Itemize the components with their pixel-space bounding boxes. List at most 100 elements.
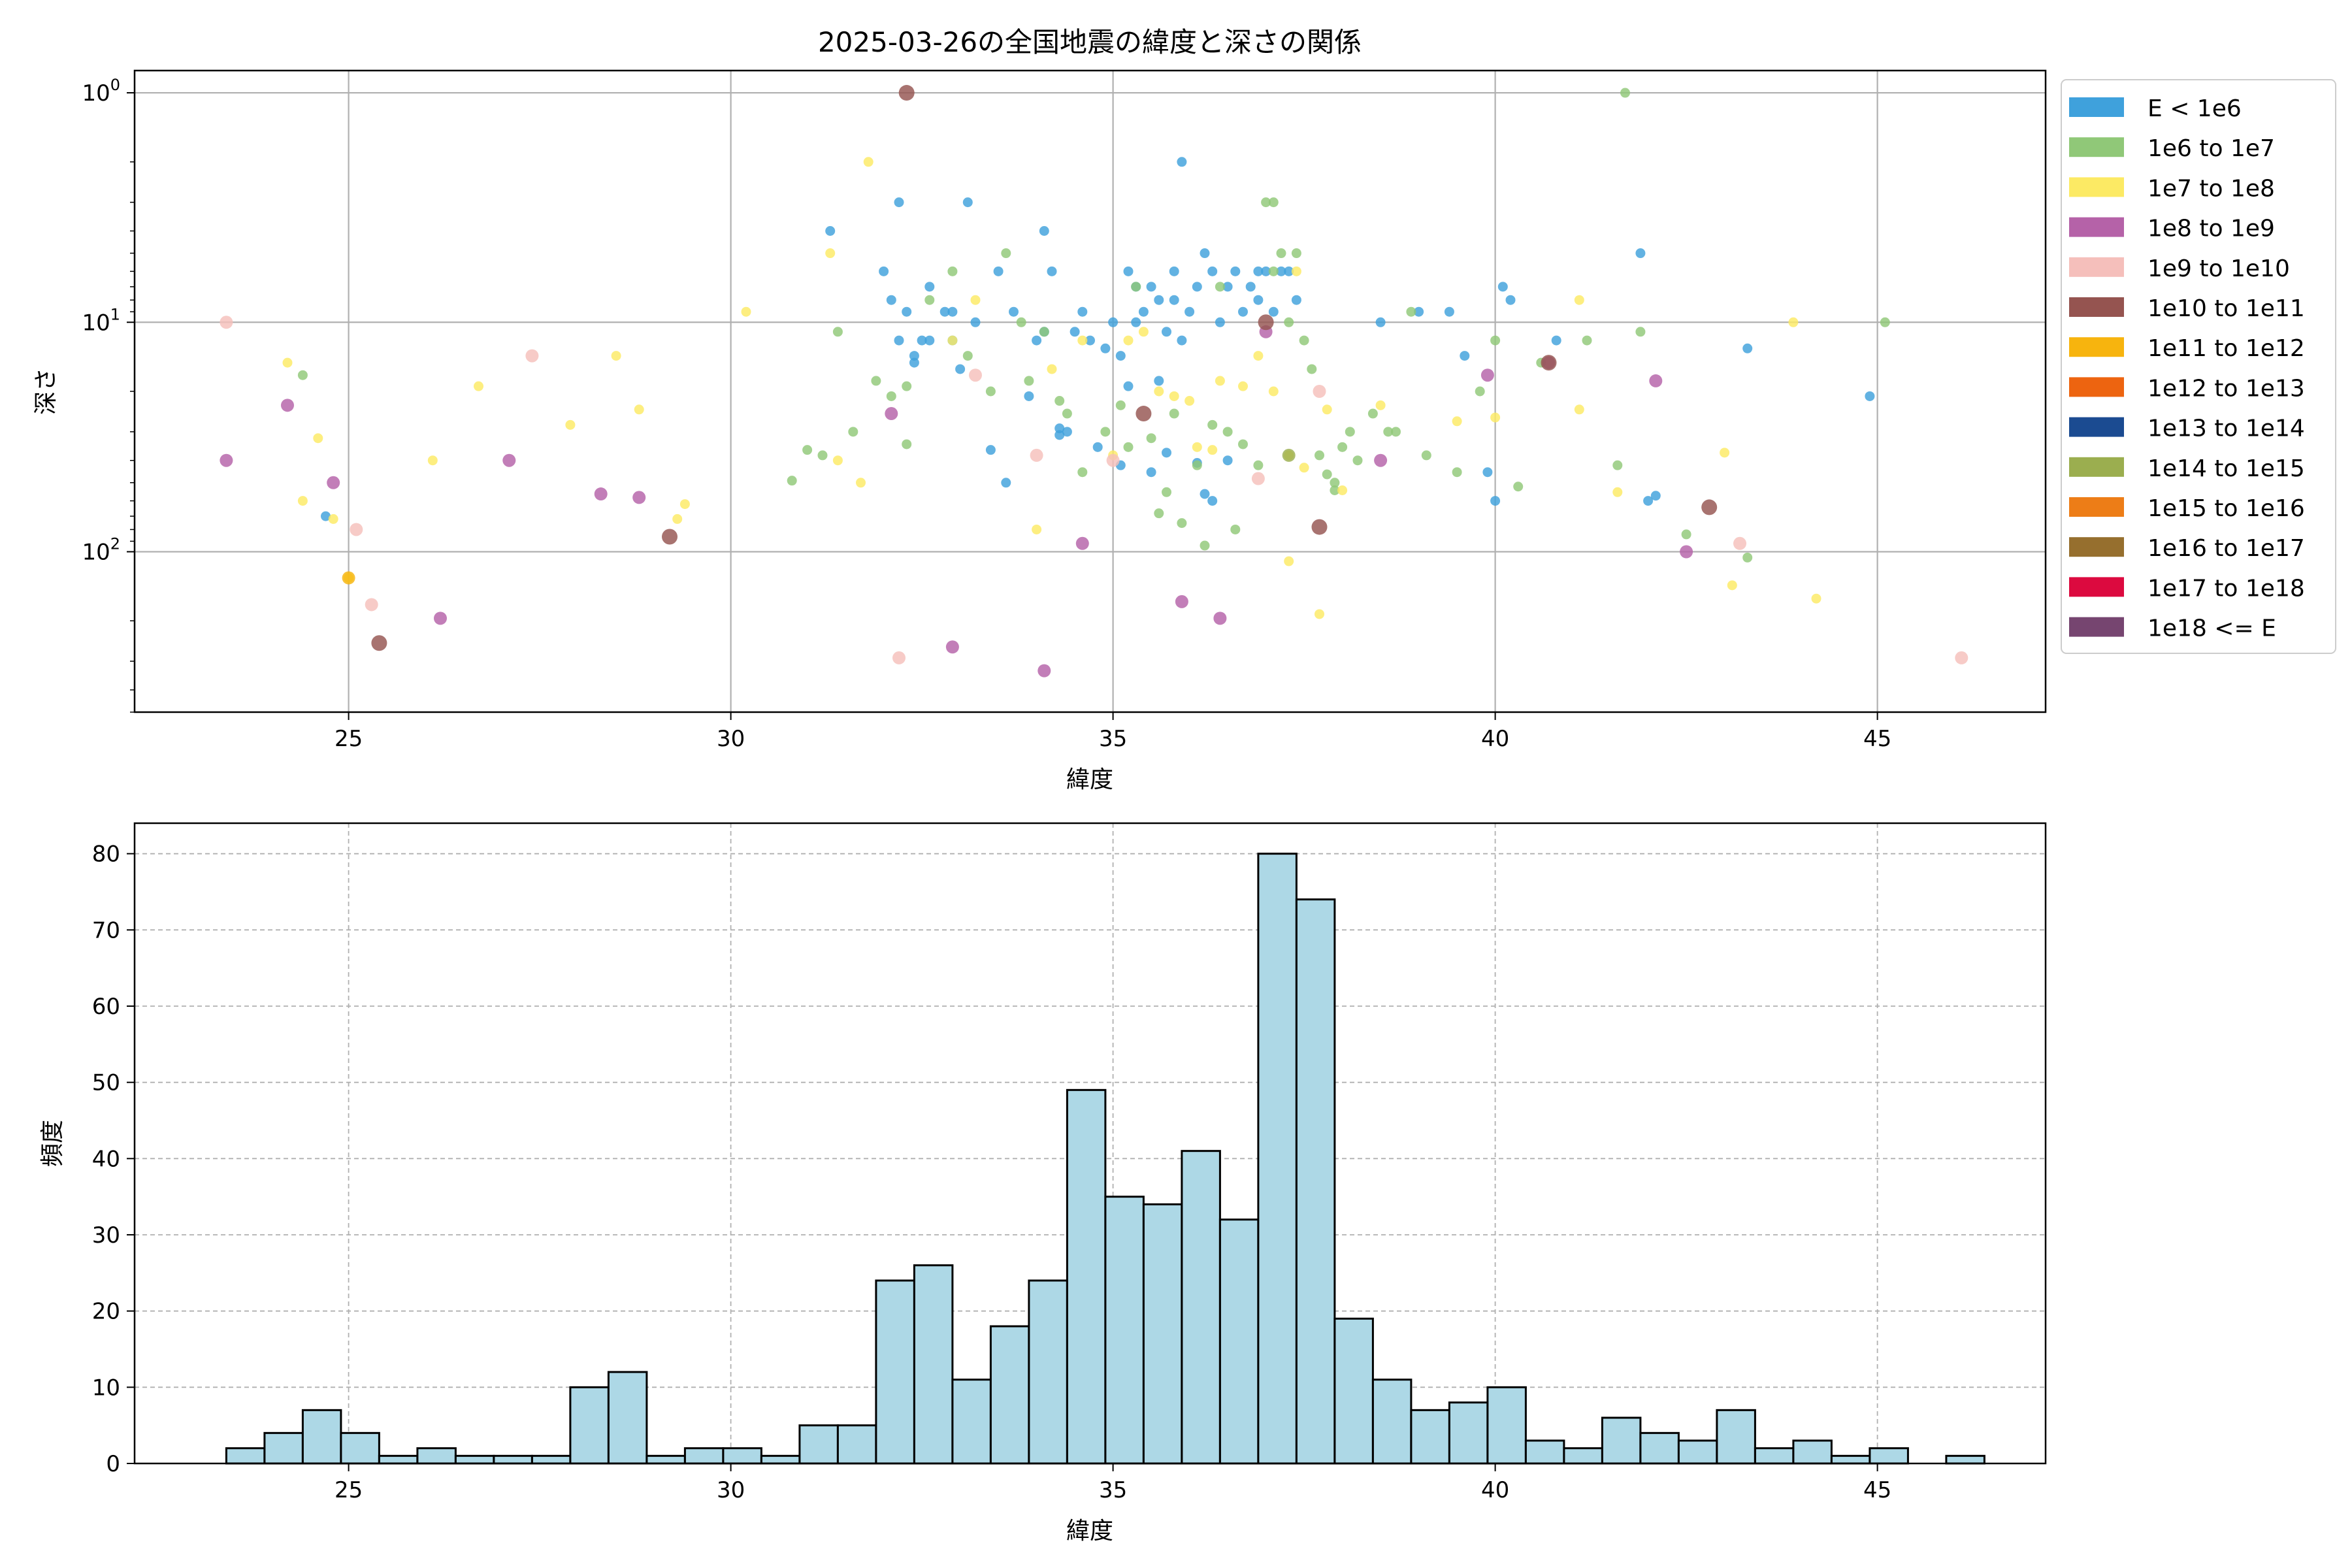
legend-label: 1e11 to 1e12 (2148, 335, 2305, 362)
scatter-point (1375, 400, 1386, 410)
scatter-point (741, 306, 751, 317)
scatter-point (1047, 266, 1057, 276)
histogram-bar (645, 1454, 686, 1465)
scatter-point (1016, 317, 1026, 327)
scatter-point (1482, 467, 1493, 478)
scatter-point (1032, 335, 1042, 346)
scatter-point (1612, 487, 1623, 497)
legend-label: 1e17 to 1e18 (2148, 575, 2305, 602)
scatter-point (365, 598, 378, 612)
scatter-point (825, 248, 836, 259)
scatter-point (832, 455, 843, 466)
scatter-point (1123, 381, 1134, 391)
scatter-point (371, 635, 387, 651)
scatter-x-axis: 25 30 35 40 45 (335, 712, 1891, 752)
scatter-x-tick-label: 40 (1481, 726, 1509, 752)
scatter-point (1352, 455, 1363, 466)
scatter-point (1001, 478, 1011, 488)
scatter-point (1551, 335, 1561, 346)
legend-swatch (2069, 297, 2124, 317)
scatter-point (1177, 335, 1187, 346)
histogram-bar (951, 1379, 992, 1465)
histogram-y-tick-label: 30 (92, 1222, 120, 1249)
scatter-point (1154, 295, 1164, 305)
legend-swatch (2069, 537, 2124, 557)
legend-label: 1e8 to 1e9 (2148, 216, 2275, 242)
scatter-point (1391, 427, 1401, 437)
scatter-point (1268, 386, 1279, 397)
scatter-point (1030, 448, 1043, 462)
scatter-point (1742, 343, 1753, 353)
scatter-point (1315, 450, 1324, 461)
histogram-frame (133, 822, 2047, 1465)
scatter-point (1230, 266, 1241, 276)
legend-label: 1e12 to 1e13 (2148, 375, 2305, 402)
histogram-bar (1257, 853, 1298, 1465)
scatter-point (1291, 295, 1301, 305)
scatter-point (1268, 197, 1279, 208)
scatter-point (1253, 266, 1264, 276)
histogram-y-tick-label: 60 (92, 994, 120, 1020)
scatter-point (871, 376, 881, 386)
scatter-point (1115, 351, 1126, 361)
scatter-point (1207, 496, 1218, 506)
scatter-point (1175, 595, 1188, 608)
histogram-y-tick-label: 0 (106, 1451, 120, 1477)
histogram-bar (1181, 1150, 1221, 1465)
histogram-bar (683, 1447, 725, 1465)
scatter-title: 2025-03-26の全国地震の緯度と深さの関係 (818, 26, 1362, 58)
scatter-point (1268, 266, 1279, 276)
scatter-point (1284, 317, 1294, 327)
scatter-point (1075, 536, 1089, 550)
scatter-point (1024, 391, 1034, 401)
scatter-point (1337, 485, 1348, 496)
scatter-point (1238, 306, 1248, 317)
scatter-point (1490, 412, 1501, 423)
scatter-point (342, 571, 355, 585)
histogram-bar (225, 1447, 266, 1465)
scatter-point (1291, 266, 1301, 276)
scatter-y-axis: 100 101 102 (82, 76, 135, 713)
scatter-point (1253, 460, 1264, 470)
scatter-grid (135, 71, 2046, 712)
scatter-point (1138, 306, 1149, 317)
scatter-point (632, 491, 646, 504)
scatter-point (902, 439, 912, 449)
scatter-point (1106, 453, 1120, 467)
scatter-point (1100, 343, 1111, 353)
histogram-y-axis-title: 頻度 (39, 1120, 66, 1167)
scatter-point (1375, 317, 1386, 327)
legend-label: 1e6 to 1e7 (2148, 135, 2275, 162)
scatter-point (313, 433, 323, 444)
scatter-point (1452, 416, 1462, 427)
scatter-point (1192, 282, 1202, 292)
scatter-point (328, 514, 338, 524)
histogram-bar (1142, 1203, 1183, 1465)
scatter-point (902, 381, 912, 391)
histogram-x-tick-label: 35 (1099, 1477, 1127, 1503)
scatter-point (787, 476, 797, 486)
scatter-point (1261, 197, 1271, 208)
scatter-point (1727, 580, 1737, 591)
scatter-point (1138, 327, 1149, 337)
scatter-point (1200, 248, 1210, 259)
histogram-x-tick-label: 30 (717, 1477, 745, 1503)
scatter-point (1490, 496, 1501, 506)
scatter-point (1215, 376, 1225, 386)
scatter-point (1720, 448, 1730, 458)
scatter-point (297, 496, 308, 506)
scatter-x-axis-title: 緯度 (1066, 766, 1113, 793)
histogram-bars (225, 853, 1985, 1465)
scatter-point (1200, 489, 1210, 499)
scatter-point (909, 351, 919, 361)
scatter-point (525, 349, 539, 363)
scatter-point (1154, 376, 1164, 386)
scatter-point (1299, 463, 1309, 473)
scatter-point (1024, 376, 1034, 386)
scatter-point (1123, 335, 1134, 346)
histogram-bar (378, 1454, 419, 1465)
legend-swatch (2069, 137, 2124, 157)
legend-swatch (2069, 97, 2124, 117)
histogram-bar (263, 1431, 304, 1465)
